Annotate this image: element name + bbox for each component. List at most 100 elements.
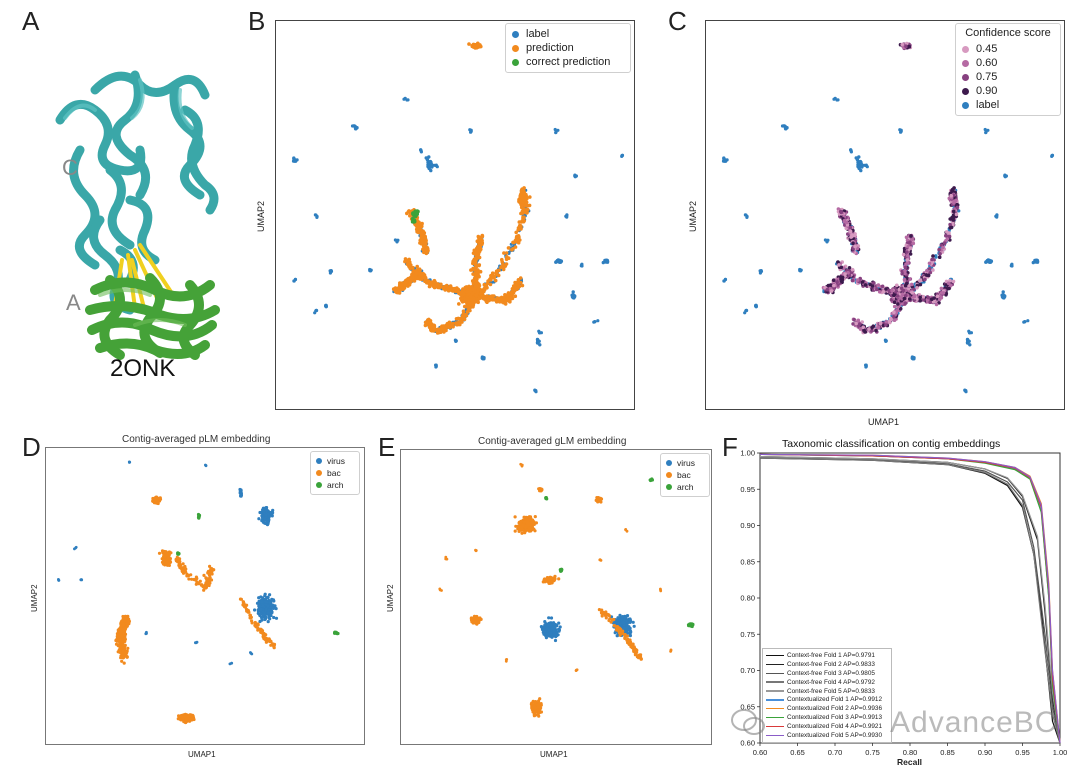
confidence-point bbox=[867, 327, 871, 331]
confidence-point bbox=[947, 231, 951, 235]
prediction-point bbox=[470, 291, 475, 296]
confidence-point bbox=[888, 316, 893, 321]
label-point bbox=[723, 277, 727, 281]
legend-label: 0.60 bbox=[976, 57, 998, 69]
confidence-point bbox=[948, 217, 952, 221]
confidence-point bbox=[850, 278, 855, 283]
legend-item: 0.90 bbox=[962, 84, 1054, 98]
confidence-point bbox=[921, 294, 926, 299]
virus-point bbox=[271, 511, 275, 515]
confidence-point bbox=[937, 247, 941, 252]
prediction-point bbox=[510, 248, 514, 252]
confidence-point bbox=[843, 272, 847, 276]
prediction-point bbox=[462, 313, 466, 318]
prediction-point bbox=[428, 321, 432, 326]
label-point bbox=[570, 295, 575, 299]
label-point bbox=[313, 213, 317, 217]
prediction-point bbox=[475, 247, 479, 252]
confidence-point bbox=[903, 283, 908, 288]
confidence-point bbox=[918, 282, 923, 287]
prediction-point bbox=[479, 235, 483, 239]
prediction-point bbox=[504, 251, 509, 255]
prediction-point bbox=[417, 267, 422, 271]
confidence-point bbox=[858, 322, 862, 326]
prediction-point bbox=[471, 266, 475, 271]
prediction-point bbox=[465, 289, 469, 294]
confidence-point bbox=[880, 284, 885, 289]
confidence-point bbox=[944, 233, 948, 238]
confidence-point bbox=[901, 252, 906, 257]
confidence-point bbox=[892, 318, 897, 323]
prediction-point bbox=[518, 200, 523, 205]
label-point bbox=[406, 98, 410, 102]
label-point bbox=[823, 238, 827, 242]
label-point bbox=[426, 165, 431, 169]
prediction-point bbox=[419, 273, 424, 278]
label-point bbox=[1026, 319, 1030, 323]
prediction-point bbox=[423, 234, 427, 239]
confidence-point bbox=[931, 254, 935, 258]
correct-prediction-point bbox=[411, 211, 415, 216]
legend-c: Confidence score 0.45 0.60 0.75 0.90 lab… bbox=[955, 23, 1061, 116]
prediction-point bbox=[515, 280, 520, 285]
prediction-point bbox=[490, 297, 494, 302]
prediction-point bbox=[472, 250, 477, 254]
label-point bbox=[565, 214, 569, 218]
prediction-point bbox=[447, 320, 452, 325]
label-point bbox=[884, 339, 888, 343]
confidence-point bbox=[892, 300, 897, 305]
prediction-point bbox=[444, 328, 448, 333]
prediction-point bbox=[462, 304, 467, 309]
confidence-point bbox=[955, 205, 960, 210]
legend-item: prediction bbox=[512, 41, 624, 55]
confidence-point bbox=[938, 252, 942, 256]
prediction-point bbox=[414, 271, 419, 275]
prediction-point bbox=[454, 287, 458, 291]
confidence-point bbox=[890, 288, 894, 293]
legend-item: label bbox=[512, 27, 624, 41]
prediction-point bbox=[518, 276, 523, 280]
prediction-point bbox=[513, 294, 518, 299]
label-point bbox=[428, 160, 433, 164]
label-point bbox=[403, 96, 407, 100]
confidence-point bbox=[918, 298, 922, 303]
label-point bbox=[424, 156, 428, 160]
prediction-point bbox=[514, 239, 518, 244]
scatter-d-canvas bbox=[57, 460, 340, 725]
umap-plot-d bbox=[45, 447, 365, 745]
prediction-point bbox=[476, 43, 480, 48]
legend-dot bbox=[962, 59, 969, 67]
protein-structure-2onk bbox=[55, 70, 220, 360]
label-point bbox=[722, 156, 726, 160]
prediction-point bbox=[432, 285, 437, 290]
label-point bbox=[857, 155, 861, 159]
confidence-point bbox=[911, 241, 916, 246]
legend-item: 0.75 bbox=[962, 70, 1054, 84]
confidence-point bbox=[947, 234, 951, 238]
prediction-point bbox=[499, 265, 503, 269]
prediction-point bbox=[411, 265, 415, 270]
label-point bbox=[580, 263, 584, 267]
confidence-point bbox=[852, 233, 857, 238]
label-point bbox=[554, 131, 558, 135]
prediction-point bbox=[469, 295, 473, 299]
label-point bbox=[1035, 259, 1040, 263]
plot-title-d: Contig-averaged pLM embedding bbox=[122, 434, 271, 445]
confidence-point bbox=[892, 310, 896, 315]
confidence-point bbox=[904, 44, 908, 48]
prediction-point bbox=[496, 273, 501, 278]
label-point bbox=[1004, 174, 1008, 178]
bac-point bbox=[114, 638, 118, 643]
label-point bbox=[799, 268, 803, 272]
confidence-point bbox=[909, 237, 914, 242]
confidence-point bbox=[912, 294, 917, 299]
prediction-point bbox=[501, 262, 505, 266]
virus-point bbox=[239, 494, 243, 498]
prediction-point bbox=[520, 283, 525, 288]
confidence-point bbox=[860, 320, 864, 324]
confidence-point bbox=[910, 291, 914, 295]
prediction-point bbox=[463, 285, 468, 290]
prediction-point bbox=[519, 280, 523, 285]
chain-label-c: C bbox=[62, 155, 78, 180]
confidence-point bbox=[900, 292, 905, 296]
